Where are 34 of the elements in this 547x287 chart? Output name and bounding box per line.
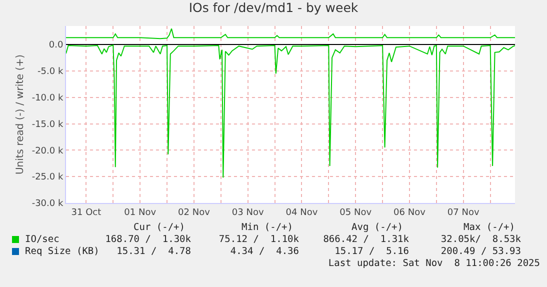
text: Last update: Sat Nov 8 11:00:26 2025 (328, 258, 540, 270)
text: 32.05k/ 8.53k (440, 234, 521, 246)
y-tick-label: -15.0 k (32, 120, 64, 130)
y-tick-label: -5.0 k (38, 67, 64, 78)
text: 866.42 / 1.31k (323, 234, 409, 246)
x-tick-label: 06 Nov (394, 208, 426, 218)
text: Cur (-/+) (134, 222, 185, 234)
text: 15.17 / 5.16 (334, 246, 409, 258)
line-series (66, 44, 515, 178)
x-tick-label: 07 Nov (447, 208, 480, 218)
x-tick-label: 05 Nov (340, 208, 372, 218)
text: 75.12 / 1.10k (218, 234, 299, 246)
x-tick-label: 03 Nov (232, 208, 264, 218)
text: 200.49 / 53.93 (440, 246, 521, 258)
x-tick-label: 01 Nov (124, 208, 157, 218)
y-axis-title: Units read (-) / write (+) (14, 54, 26, 175)
y-tick-label: -10.0 k (32, 93, 64, 104)
text: 15.31 / 4.78 (116, 246, 191, 258)
line-series (66, 28, 515, 40)
legend-label: Req Size (KB) (25, 246, 100, 258)
x-tick-label: 31 Oct (71, 208, 102, 218)
text: Avg (-/+) (352, 222, 403, 234)
text: Max (-/+) (464, 222, 515, 234)
y-tick-label: -20.0 k (32, 146, 64, 156)
y-tick-label: -30.0 k (32, 199, 64, 210)
x-tick-label: 02 Nov (178, 208, 211, 218)
y-tick-label: 0.0 (48, 40, 64, 51)
x-tick-label: 04 Nov (286, 208, 318, 218)
text: Min (-/+) (242, 222, 293, 234)
legend-label: IO/sec (25, 234, 60, 246)
text: 4.34 / 4.36 (230, 246, 299, 258)
chart-title: IOs for /dev/md1 - by week (188, 0, 359, 16)
y-tick-label: -25.0 k (32, 172, 64, 183)
text: 168.70 / 1.30k (105, 234, 191, 246)
